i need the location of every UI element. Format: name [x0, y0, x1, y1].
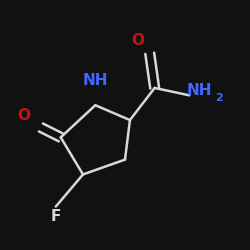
Text: O: O	[131, 34, 144, 48]
Text: O: O	[17, 108, 30, 122]
Text: 2: 2	[215, 93, 223, 103]
Text: NH: NH	[82, 73, 108, 88]
Text: NH: NH	[186, 83, 212, 98]
Text: F: F	[50, 209, 61, 224]
